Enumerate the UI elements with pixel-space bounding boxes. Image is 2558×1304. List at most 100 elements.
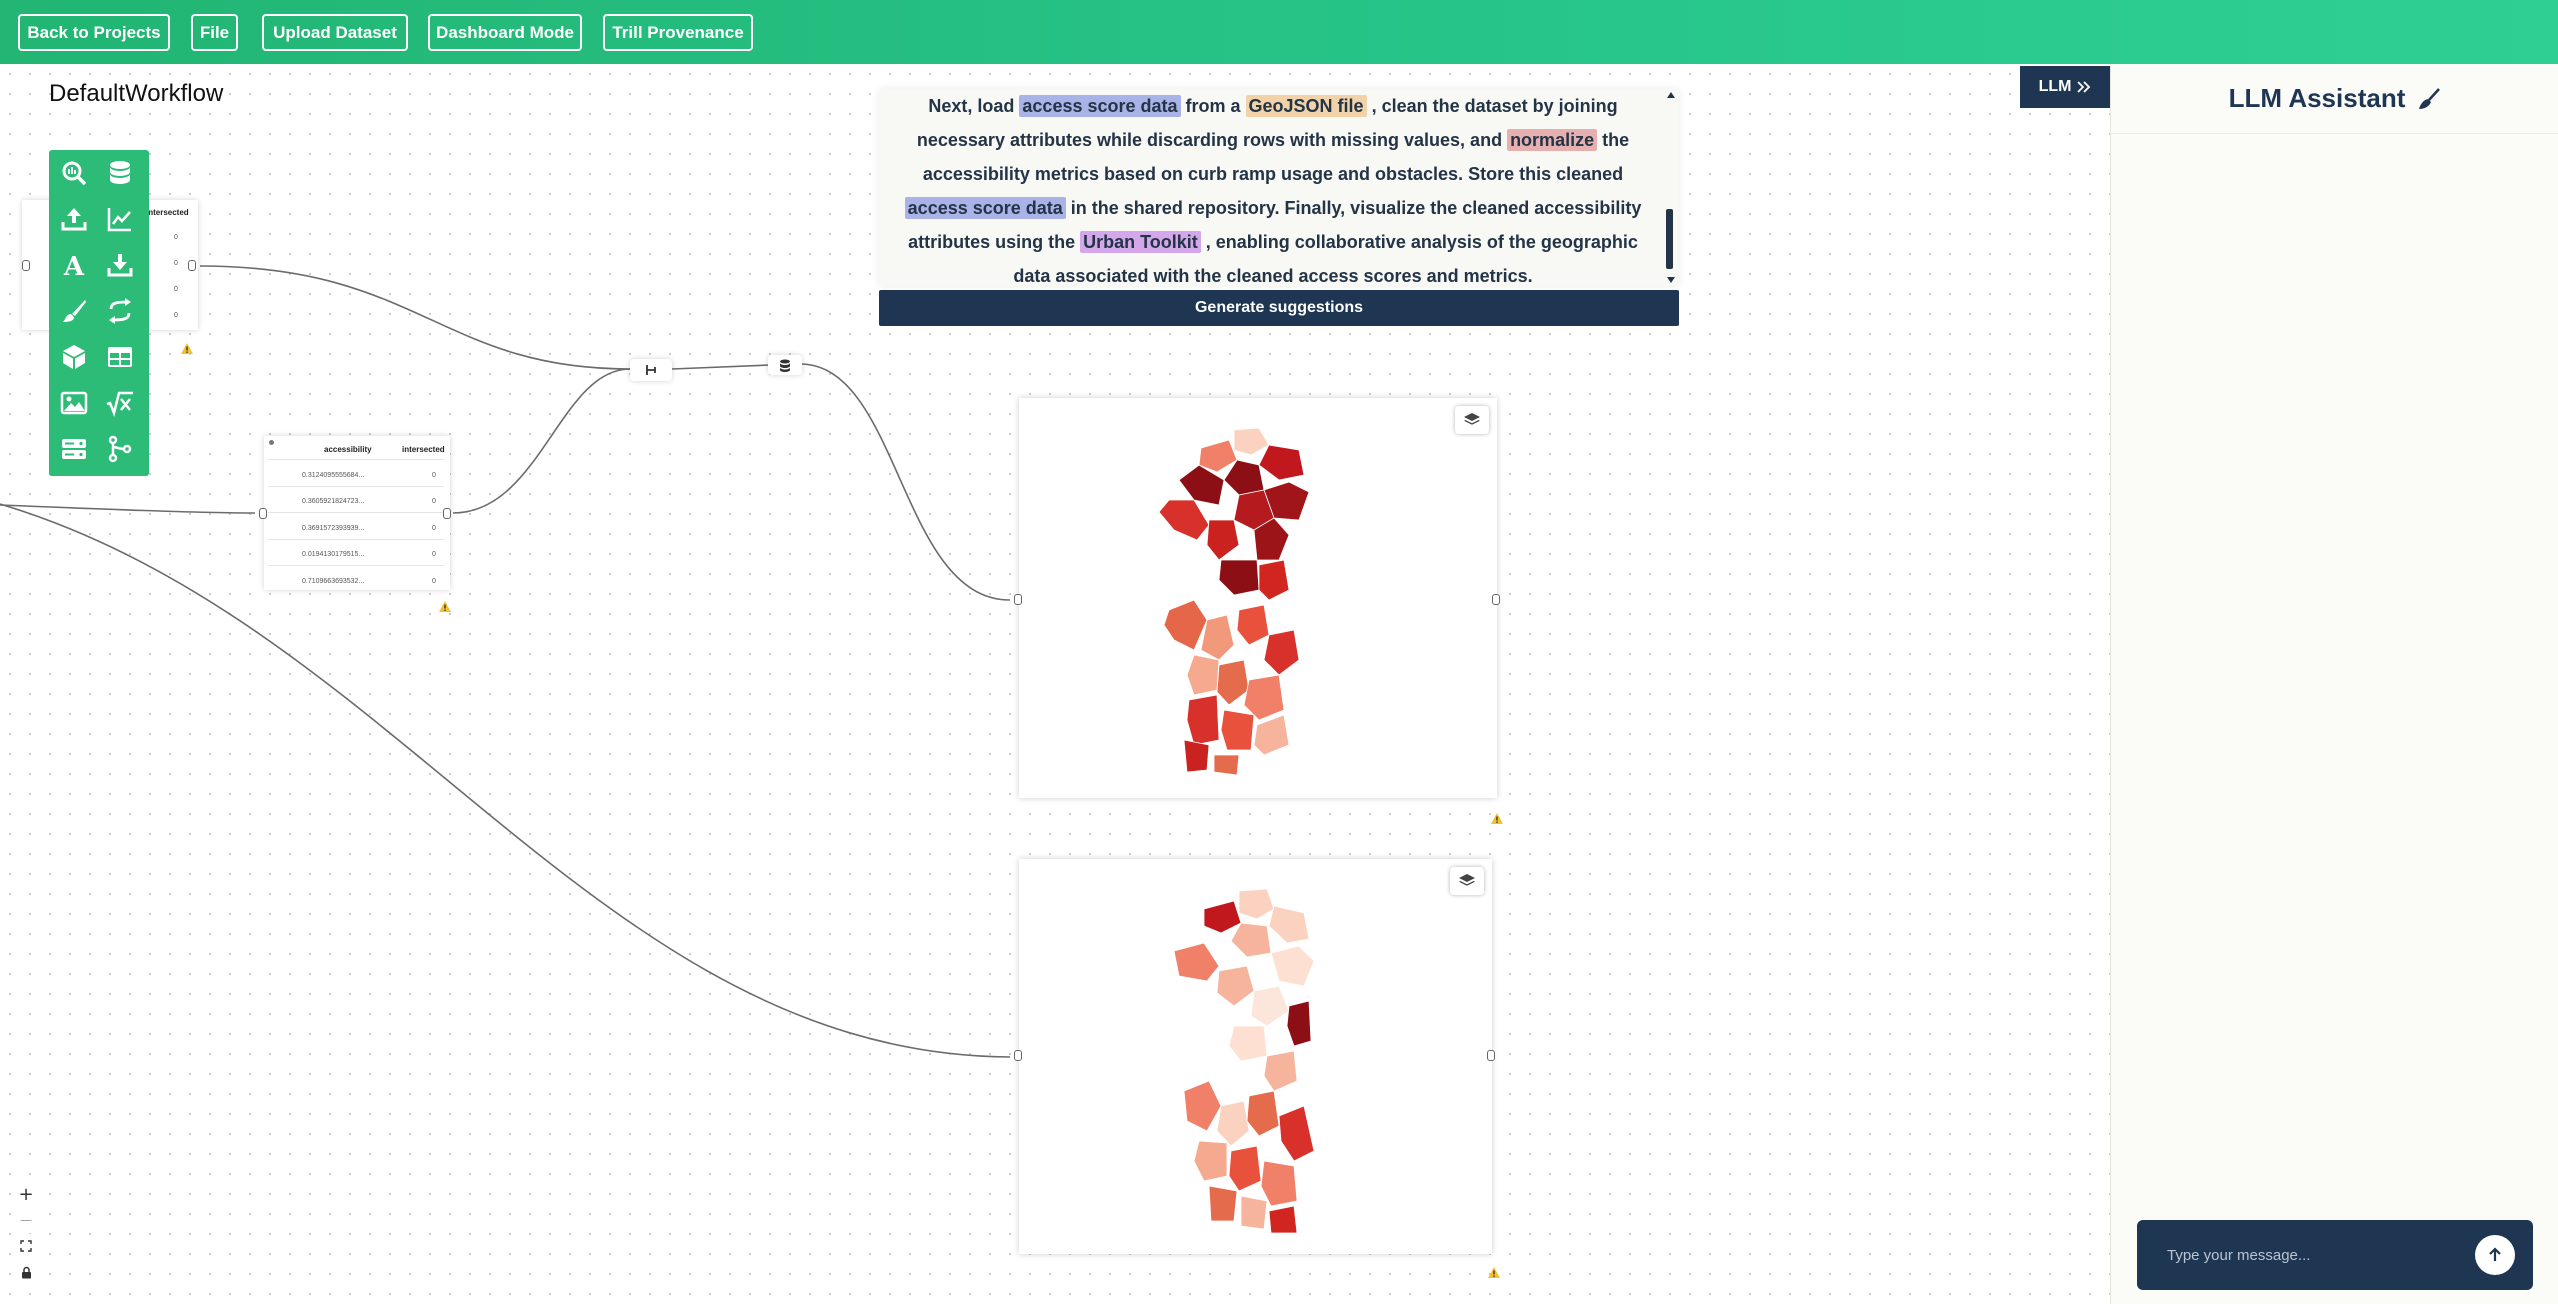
database-icon[interactable]: [103, 156, 137, 190]
workflow-edges: [0, 265, 1011, 1058]
warning-icon: [1488, 1267, 1500, 1278]
upload-dataset-button[interactable]: Upload Dataset: [262, 14, 408, 51]
highlight-urban-toolkit[interactable]: Urban Toolkit: [1080, 231, 1201, 253]
workflow-canvas[interactable]: DefaultWorkflow intersected 0 0 0 0: [0, 64, 2110, 1304]
edge-table1-to-merge: [199, 265, 631, 370]
highlight-geojson-file[interactable]: GeoJSON file: [1245, 95, 1367, 117]
dashboard-mode-button[interactable]: Dashboard Mode: [428, 14, 582, 51]
table-cell: 0.3691572393939...: [302, 525, 365, 532]
scroll-up-icon[interactable]: [1666, 91, 1676, 99]
chat-box: [2137, 1220, 2533, 1290]
table-cell: 0.7109663693532...: [302, 578, 365, 585]
lock-icon: [21, 1266, 31, 1278]
table-header-intersected: intersected: [402, 445, 445, 454]
table-header-accessibility: accessibility: [324, 445, 372, 454]
input-handle[interactable]: [259, 508, 267, 519]
fit-view-button[interactable]: [14, 1234, 38, 1258]
merge-icon: [646, 365, 656, 375]
file-button[interactable]: File: [191, 14, 238, 51]
zoom-in-button[interactable]: +: [14, 1182, 38, 1206]
llm-title: LLM Assistant: [2228, 83, 2406, 113]
generate-suggestions-button[interactable]: Generate suggestions: [879, 290, 1679, 326]
table-cell: 0.3605921824723...: [302, 498, 365, 505]
prompt-scrollbar[interactable]: [1665, 89, 1677, 286]
back-to-projects-button[interactable]: Back to Projects: [18, 14, 170, 51]
warning-icon: [439, 601, 451, 612]
warning-icon: [181, 343, 193, 354]
input-handle[interactable]: [22, 260, 30, 271]
download-icon[interactable]: [103, 248, 137, 282]
edge-table2-to-merge: [452, 368, 631, 514]
node-dot: [269, 440, 274, 445]
table-cell: 0.3124095555684...: [302, 472, 365, 479]
layers-button[interactable]: [1450, 867, 1484, 895]
table-cell: 0.0194130179515...: [302, 551, 365, 558]
layers-icon: [1459, 874, 1475, 886]
llm-toggle-label: LLM: [2038, 78, 2072, 95]
server-icon[interactable]: [57, 432, 91, 466]
database-icon: [780, 359, 790, 372]
formula-icon[interactable]: [103, 386, 137, 420]
svg-text:A: A: [63, 252, 85, 279]
chart-line-icon[interactable]: [103, 202, 137, 236]
table-cell: 0: [174, 260, 178, 267]
send-button[interactable]: [2475, 1235, 2515, 1275]
table-node-2[interactable]: accessibility intersected 0.312409555568…: [264, 436, 450, 590]
scroll-down-icon[interactable]: [1666, 276, 1676, 284]
upload-icon[interactable]: [57, 202, 91, 236]
output-handle[interactable]: [1492, 594, 1500, 605]
llm-assistant-panel: LLM Assistant: [2110, 64, 2558, 1304]
input-handle[interactable]: [1014, 594, 1022, 605]
zoom-out-button[interactable]: —: [14, 1208, 38, 1232]
table-header-intersected: intersected: [146, 208, 189, 217]
choropleth-map-1[interactable]: [1139, 420, 1369, 780]
input-handle[interactable]: [1014, 1050, 1022, 1061]
image-icon[interactable]: [57, 386, 91, 420]
search-icon[interactable]: [57, 156, 91, 190]
merge-node[interactable]: [630, 359, 672, 381]
node-toolbox: A: [49, 150, 149, 476]
highlight-access-score-data-2[interactable]: access score data: [904, 197, 1066, 219]
brush-icon[interactable]: [57, 294, 91, 328]
map-node-1[interactable]: [1019, 398, 1497, 798]
scroll-thumb[interactable]: [1666, 209, 1673, 269]
edge-left-to-table2: [0, 504, 256, 514]
layers-button[interactable]: [1455, 406, 1489, 434]
arrow-up-icon: [2489, 1247, 2501, 1261]
layers-icon: [1464, 413, 1480, 425]
table-cell: 0: [432, 472, 436, 479]
prompt-text: Next, load access score data from a GeoJ…: [893, 89, 1653, 293]
edge-left-to-map2: [0, 503, 1011, 1058]
lock-button[interactable]: [14, 1260, 38, 1284]
output-handle[interactable]: [188, 260, 196, 271]
table-cell: 0: [174, 286, 178, 293]
table-cell: 0: [432, 525, 436, 532]
prompt-panel: Next, load access score data from a GeoJ…: [879, 89, 1679, 286]
output-handle[interactable]: [1487, 1050, 1495, 1061]
transform-icon[interactable]: [103, 294, 137, 328]
cube-icon[interactable]: [57, 340, 91, 374]
table-cell: 0: [432, 498, 436, 505]
top-bar: Back to Projects File Upload Dataset Das…: [0, 0, 2558, 64]
database-node[interactable]: [768, 355, 802, 375]
output-handle[interactable]: [443, 508, 451, 519]
llm-toggle-button[interactable]: LLM: [2020, 66, 2110, 108]
highlight-access-score-data[interactable]: access score data: [1019, 95, 1181, 117]
merge-icon[interactable]: [103, 432, 137, 466]
warning-icon: [1491, 813, 1503, 824]
edge-db-to-map1: [799, 363, 1011, 601]
table-cell: 0: [174, 312, 178, 319]
highlight-normalize[interactable]: normalize: [1507, 129, 1598, 151]
choropleth-map-2[interactable]: [1149, 881, 1379, 1241]
table-icon[interactable]: [103, 340, 137, 374]
text-icon[interactable]: A: [57, 248, 91, 282]
chat-input[interactable]: [2167, 1242, 2447, 1268]
llm-header: LLM Assistant: [2111, 64, 2558, 134]
broom-icon[interactable]: [2417, 87, 2441, 111]
table-cell: 0: [432, 551, 436, 558]
trill-provenance-button[interactable]: Trill Provenance: [603, 14, 753, 51]
fit-view-icon: [20, 1240, 32, 1252]
map-node-2[interactable]: [1019, 859, 1492, 1254]
workflow-title: DefaultWorkflow: [49, 80, 224, 107]
edge-merge-to-db: [671, 364, 771, 370]
